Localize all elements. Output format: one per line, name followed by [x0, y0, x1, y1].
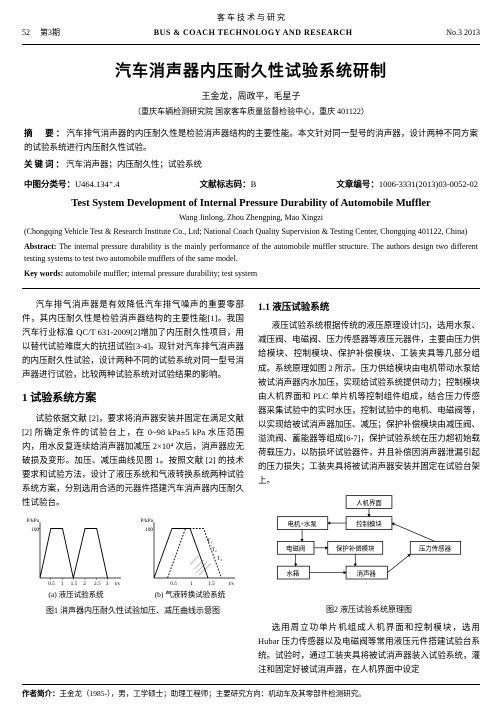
journal-en: BUS & COACH TECHNOLOGY AND RESEARCH: [154, 28, 353, 37]
svg-text:100: 100: [31, 527, 39, 533]
fig1a-caption: (a) 液压试验系统: [22, 589, 130, 601]
svg-text:人机界面: 人机界面: [356, 497, 382, 506]
title-en: Test System Development of Internal Pres…: [22, 198, 480, 209]
author-footnote: 作者简介：王金龙（1985-），男，工学硕士；助理工程师；主要研究方向：机动车及…: [22, 684, 480, 699]
abstract-cn-label: 摘 要：: [24, 128, 66, 138]
svg-text:P/kPa: P/kPa: [141, 518, 154, 524]
divider: [22, 288, 480, 289]
footnote-text: 王金龙（1985-），男，工学硕士；助理工程师；主要研究方向：机动车及其零部件检…: [60, 689, 366, 698]
svg-text:水箱: 水箱: [287, 568, 300, 577]
keywords-cn-text: 汽车消声器；内压耐久性；试验系统: [66, 159, 202, 169]
clc-label: 中图分类号：: [24, 179, 75, 189]
sec1-heading: 1 试验系统方案: [22, 389, 244, 407]
authors-cn: 王金龙，周政平，毛星子: [22, 89, 480, 102]
svg-text:1.5: 1.5: [208, 581, 215, 587]
sec11-para2: 选用周立功单片机组成人机界面和控制模块，选用 Hubar 压力传感器以及电磁阀等…: [258, 620, 480, 676]
svg-text:1.5: 1.5: [71, 581, 78, 587]
clc: U464.134⁺.4: [75, 179, 120, 189]
authors-en: Wang Jinlong, Zhou Zhengping, Mao Xingzi: [22, 213, 480, 222]
svg-text:2.5: 2.5: [94, 581, 101, 587]
svg-text:消声器: 消声器: [357, 568, 377, 577]
intro-para: 汽车排气消声器是有效降低汽车排气噪声的重要零部件，其内压耐久性是检验消声器结构的…: [22, 297, 244, 381]
affiliation-cn: （重庆车辆检测研究院 国家客车质量监督检验中心，重庆 401122）: [22, 106, 480, 117]
svg-text:100: 100: [145, 527, 153, 533]
classification-row: 中图分类号：U464.134⁺.4 文献标志码：B 文章编号：1006-3331…: [24, 178, 478, 190]
keywords-en-label: Key words:: [24, 269, 65, 278]
svg-text:t/s: t/s: [115, 581, 120, 587]
fig2-caption: 图2 液压试验系统原理图: [258, 603, 480, 616]
svg-text:控制模块: 控制模块: [356, 518, 382, 527]
keywords-cn: 关键词：汽车消声器；内压耐久性；试验系统: [24, 158, 478, 172]
issue-cn: 第3期: [40, 28, 60, 37]
svg-text:T₂: T₂: [212, 547, 217, 553]
page-number: 52: [22, 28, 30, 37]
svg-text:保护补偿模块: 保护补偿模块: [336, 543, 375, 552]
svg-text:0.5: 0.5: [170, 581, 177, 587]
svg-text:电磁阀: 电磁阀: [286, 543, 305, 552]
title-cn: 汽车消声器内压耐久性试验系统研制: [22, 57, 480, 81]
svg-text:1: 1: [61, 581, 64, 587]
articleid: 1006-3331(2013)03-0052-02: [379, 179, 478, 189]
affiliation-en: (Chongqing Vehicle Test & Research Insti…: [24, 226, 478, 238]
keywords-en: Key words: automobile muffler; internal …: [24, 268, 478, 280]
svg-text:T₁: T₁: [207, 538, 212, 544]
fig1b-caption: (b) 气液转换试验系统: [136, 589, 244, 601]
abstract-cn-text: 汽车排气消声器的内压耐久性是检验消声器结构的主要性能。本文针对同一型号的消声器，…: [24, 128, 478, 152]
svg-text:电机+水泵: 电机+水泵: [287, 518, 317, 527]
abstract-en-label: Abstract:: [24, 242, 59, 251]
col-right: 1.1 液压试验系统 液压试验系统根据传统的液压原理设计[5]，选用水泵、减压阀…: [258, 297, 480, 676]
running-head-top: 客 车 技 术 与 研 究: [22, 12, 480, 23]
figure-1a: 100 0.5 1 1.5 2 2.5 3 t/s P/kPa (a) 液压试验系统: [22, 515, 130, 601]
journal-cn-top: 客 车 技 术 与 研 究: [217, 12, 285, 23]
abstract-cn: 摘 要：汽车排气消声器的内压耐久性是检验消声器结构的主要性能。本文针对同一型号的…: [24, 127, 478, 154]
keywords-en-text: automobile muffler; internal pressure du…: [65, 269, 257, 278]
sec11-para1: 液压试验系统根据传统的液压原理设计[5]，选用水泵、减压阀、电磁阀、压力传感器等…: [258, 318, 480, 486]
abstract-en: Abstract: The internal pressure durabili…: [24, 241, 478, 265]
svg-text:1: 1: [190, 581, 193, 587]
issue-en: No.3 2013: [446, 28, 480, 37]
doccode: B: [251, 179, 257, 189]
svg-text:3: 3: [106, 581, 109, 587]
sec11-heading: 1.1 液压试验系统: [258, 301, 480, 317]
articleid-label: 文章编号：: [336, 179, 379, 189]
svg-text:压力传感器: 压力传感器: [419, 543, 452, 552]
fig1-caption: 图1 消声器内压耐久性试验加压、减压曲线示意图: [22, 604, 244, 617]
doccode-label: 文献标志码：: [200, 179, 251, 189]
running-head: 52 第3期 BUS & COACH TECHNOLOGY AND RESEAR…: [22, 25, 480, 45]
svg-text:T₃: T₃: [217, 556, 222, 562]
keywords-cn-label: 关键词：: [24, 159, 66, 169]
svg-text:0.5: 0.5: [48, 581, 55, 587]
figure-2: 人机界面 控制模块 电机+水泵 电磁阀 保护补偿模块 水箱 消声器 压力传感器: [258, 491, 480, 616]
sec1-para: 试验依据文献 [2]，要求将消声器安装并固定在满足文献 [2] 所确定条件的试验…: [22, 411, 244, 509]
figure-1: 100 0.5 1 1.5 2 2.5 3 t/s P/kPa (a) 液压试验系统: [22, 515, 244, 601]
svg-text:t/s: t/s: [229, 581, 234, 587]
col-left: 汽车排气消声器是有效降低汽车排气噪声的重要零部件，其内压耐久性是检验消声器结构的…: [22, 297, 244, 676]
abstract-en-text: The internal pressure durability is the …: [24, 242, 478, 263]
body-columns: 汽车排气消声器是有效降低汽车排气噪声的重要零部件，其内压耐久性是检验消声器结构的…: [22, 297, 480, 676]
figure-1b: 100 0.5 1 1.5 t/s P/kPa T₁ T₂ T₃ (b) 气液转换…: [136, 515, 244, 601]
footnote-label: 作者简介：: [22, 689, 60, 698]
svg-text:2: 2: [83, 581, 86, 587]
svg-text:P/kPa: P/kPa: [27, 518, 40, 524]
